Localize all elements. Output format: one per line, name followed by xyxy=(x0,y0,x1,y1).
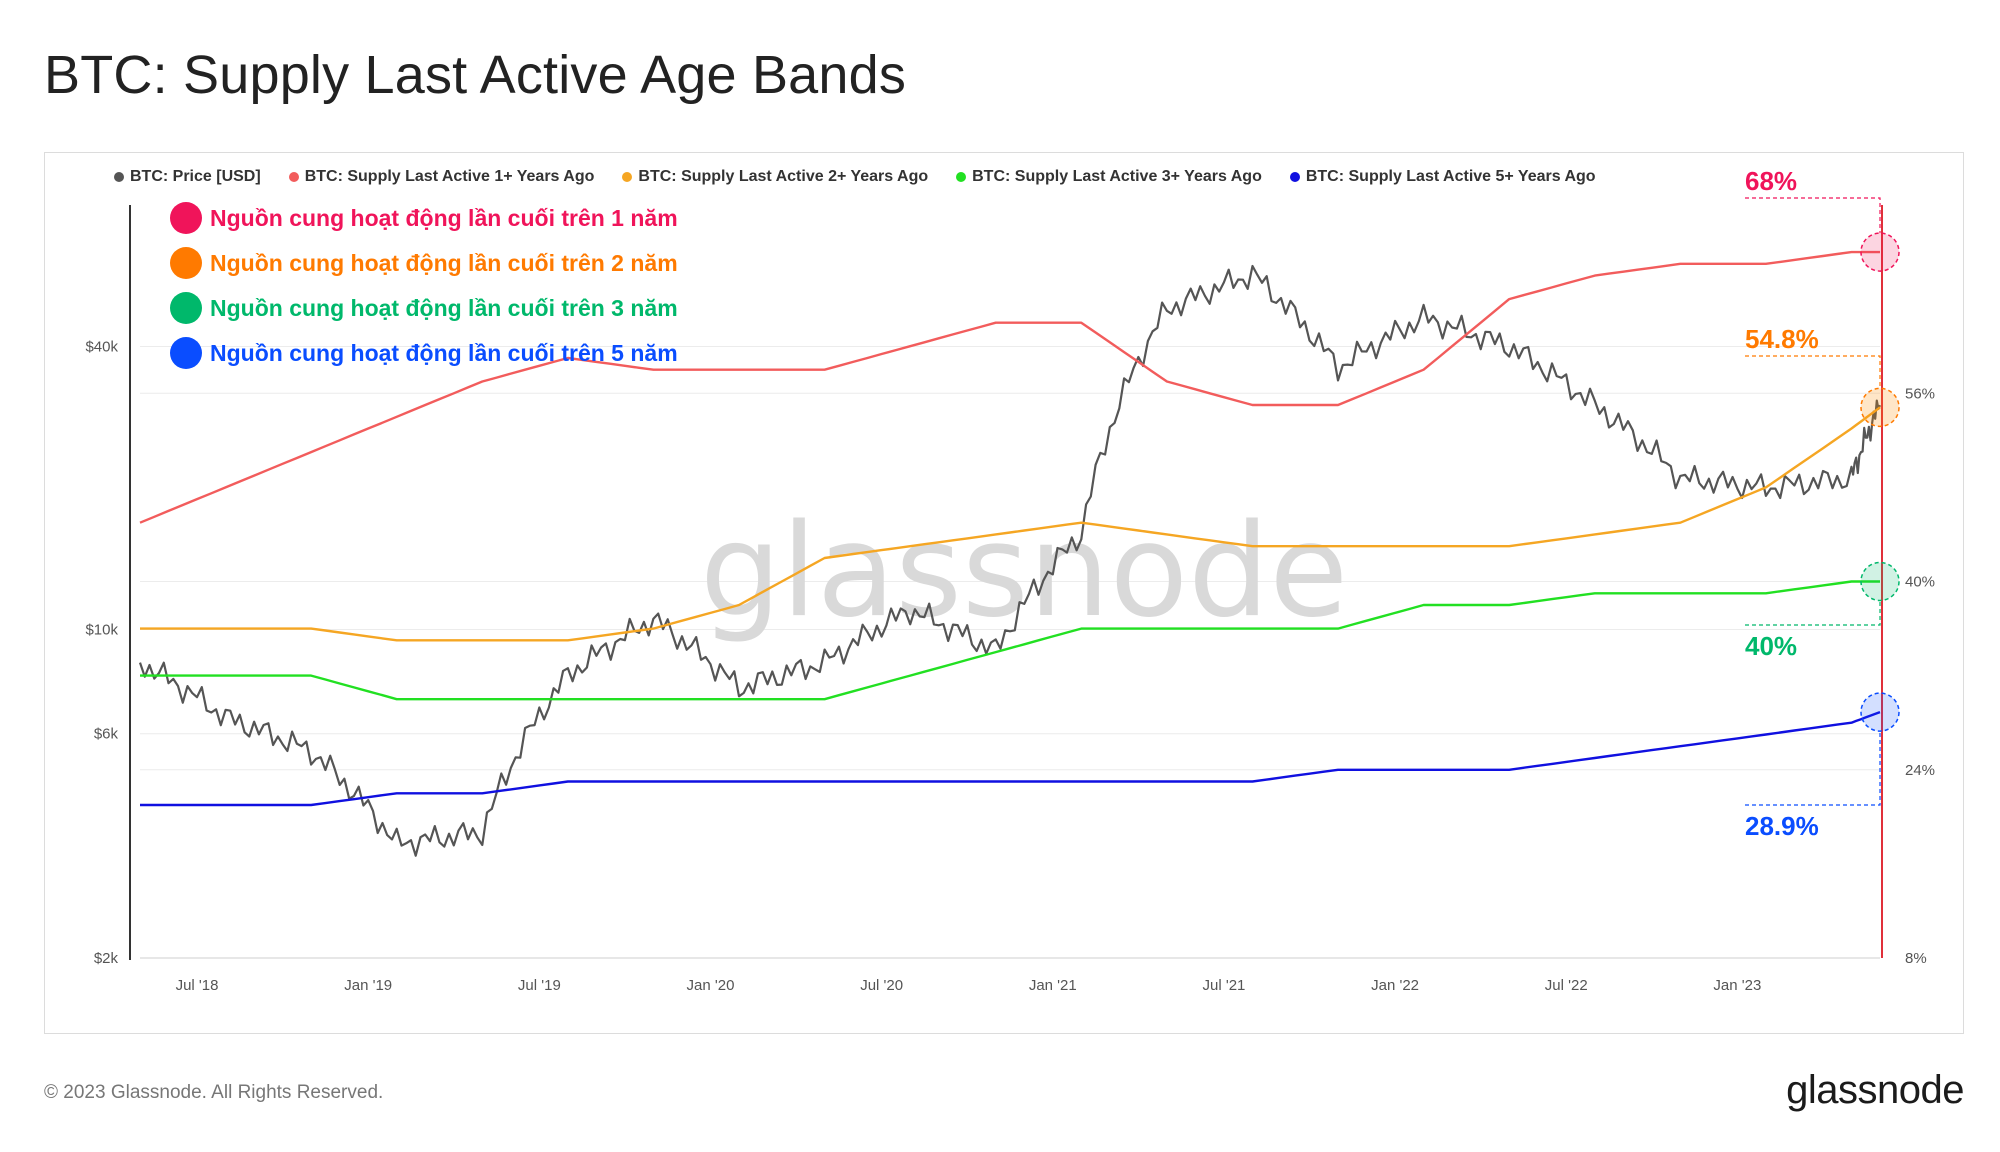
page-title: BTC: Supply Last Active Age Bands xyxy=(44,45,907,105)
legend-dot-3y xyxy=(956,172,967,182)
callout-value-label: 54.8% xyxy=(1745,324,1819,354)
footer-copyright: © 2023 Glassnode. All Rights Reserved. xyxy=(44,1082,384,1103)
chart-gridlines xyxy=(140,345,1880,959)
watermark: glassnode xyxy=(700,497,1348,646)
x-tick-label: Jul '22 xyxy=(1545,977,1588,994)
chart-series xyxy=(138,250,1882,857)
x-tick-label: Jan '21 xyxy=(1029,977,1077,994)
x-tick-label: Jul '19 xyxy=(518,977,561,994)
y-right-tick-label: 24% xyxy=(1905,762,1935,779)
x-tick-label: Jul '21 xyxy=(1202,977,1245,994)
x-tick-label: Jan '20 xyxy=(687,977,735,994)
end-highlight-circle xyxy=(1860,692,1900,732)
end-highlight-circle xyxy=(1860,232,1900,272)
y-left-tick-label: $6k xyxy=(94,726,119,743)
end-highlight-circle xyxy=(1860,387,1900,428)
chart-legend: BTC: Price [USD] BTC: Supply Last Active… xyxy=(114,168,1596,186)
legend-label-3y: BTC: Supply Last Active 3+ Years Ago xyxy=(972,168,1262,185)
legend-dot-2y xyxy=(622,172,633,182)
x-tick-label: Jan '23 xyxy=(1713,977,1761,994)
legend-item-price[interactable]: BTC: Price [USD] xyxy=(114,168,261,186)
callout-leader xyxy=(1745,600,1881,626)
annotation-dot xyxy=(170,337,202,369)
annotation-dot xyxy=(170,292,202,324)
callout-leader xyxy=(1745,355,1881,389)
legend-dot-1y xyxy=(288,172,299,182)
legend-item-3y[interactable]: BTC: Supply Last Active 3+ Years Ago xyxy=(956,168,1262,186)
legend-item-2y[interactable]: BTC: Supply Last Active 2+ Years Ago xyxy=(622,168,928,186)
x-tick-label: Jul '20 xyxy=(860,977,903,994)
legend-item-5y[interactable]: BTC: Supply Last Active 5+ Years Ago xyxy=(1289,168,1596,186)
footer-brand-logo[interactable]: glassnode xyxy=(1786,1068,1964,1112)
legend-dot-price xyxy=(114,172,124,182)
chart-axes: $40k $10k $6k $2k 56% 40% 24% 8% Jul '18 Jan '19 J… xyxy=(85,205,1935,994)
legend-label-5y: BTC: Supply Last Active 5+ Years Ago xyxy=(1305,168,1596,185)
y-left-tick-label: $2k xyxy=(94,950,119,967)
series-line xyxy=(140,710,1881,807)
legend-dot-5y xyxy=(1289,172,1300,182)
series-line xyxy=(138,264,1882,857)
y-left-tick-label: $10k xyxy=(85,621,118,638)
y-right-tick-label: 8% xyxy=(1905,950,1927,967)
chart-callouts: 68% 54.8% 40% 28.9% xyxy=(1745,166,1900,841)
annotation-label: Nguồn cung hoạt động lần cuối trên 1 năm xyxy=(210,205,678,231)
legend-label-2y: BTC: Supply Last Active 2+ Years Ago xyxy=(638,168,929,185)
legend-item-1y[interactable]: BTC: Supply Last Active 1+ Years Ago xyxy=(288,168,595,186)
y-left-tick-label: $40k xyxy=(85,338,118,355)
x-tick-label: Jan '19 xyxy=(344,977,392,994)
annotation-label: Nguồn cung hoạt động lần cuối trên 3 năm xyxy=(210,295,678,321)
callout-value-label: 40% xyxy=(1745,631,1797,661)
annotation-label: Nguồn cung hoạt động lần cuối trên 5 năm xyxy=(210,340,678,366)
chart-frame xyxy=(44,152,1964,1034)
y-right-tick-label: 40% xyxy=(1905,574,1935,591)
callout-leader xyxy=(1745,731,1881,806)
x-tick-label: Jul '18 xyxy=(176,977,219,994)
chart-annotations: Nguồn cung hoạt động lần cuối trên 1 năm… xyxy=(170,202,678,369)
y-right-tick-label: 56% xyxy=(1905,385,1935,402)
end-highlight-circle xyxy=(1860,561,1900,602)
annotation-dot xyxy=(170,202,202,234)
series-line xyxy=(140,406,1881,642)
x-tick-label: Jan '22 xyxy=(1371,977,1419,994)
legend-label-price: BTC: Price [USD] xyxy=(130,168,261,185)
series-line xyxy=(140,580,1880,701)
callout-value-label: 68% xyxy=(1745,166,1797,196)
callout-value-label: 28.9% xyxy=(1745,811,1819,841)
series-line xyxy=(139,250,1880,524)
legend-label-1y: BTC: Supply Last Active 1+ Years Ago xyxy=(304,168,595,185)
callout-leader xyxy=(1745,197,1881,234)
annotation-dot xyxy=(170,247,202,279)
annotation-label: Nguồn cung hoạt động lần cuối trên 2 năm xyxy=(210,250,678,276)
